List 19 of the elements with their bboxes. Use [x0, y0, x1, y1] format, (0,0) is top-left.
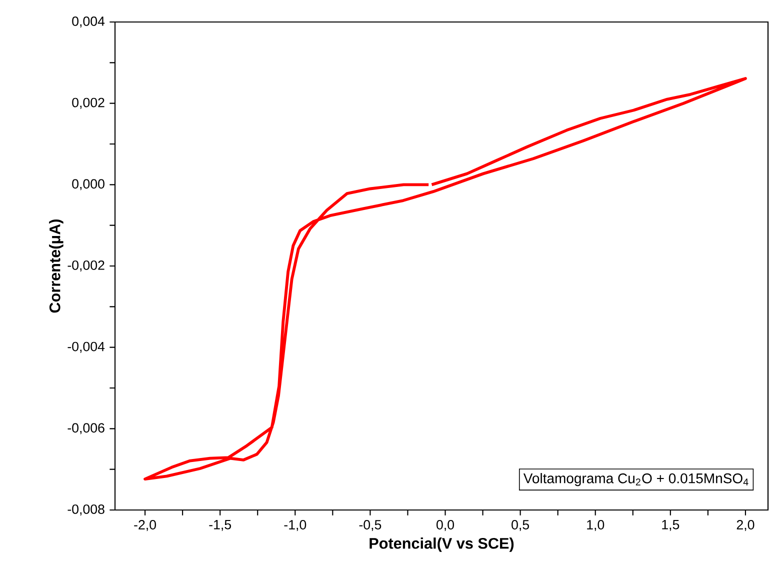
- x-tick-label: -1,5: [209, 520, 232, 531]
- y-axis-title: Corrente(μA): [49, 219, 64, 313]
- y-tick-label: 0,004: [72, 16, 105, 28]
- x-tick-label: 0,0: [436, 520, 454, 532]
- x-tick-label: -2,0: [134, 520, 156, 532]
- y-tick-label: -0,008: [68, 504, 104, 516]
- annotation: Voltamograma Cu$_{2}$O + 0.015MnSO$_{4}$: [523, 473, 748, 486]
- y-tick-label: 0,000: [72, 179, 104, 190]
- y-tick-label: -0,004: [68, 342, 105, 353]
- x-tick-label: -1,0: [284, 520, 306, 532]
- x-tick-label: 2,0: [736, 520, 754, 532]
- x-tick-label: 1,5: [662, 520, 680, 531]
- x-tick-label: 0,5: [512, 520, 530, 532]
- x-axis-title: Potencial(V vs SCE): [370, 538, 514, 552]
- x-tick-label: 1,0: [587, 520, 604, 532]
- y-tick-label: -0,002: [68, 260, 104, 272]
- y-tick-label: -0,006: [68, 423, 104, 434]
- y-tick-label: 0,002: [72, 98, 104, 109]
- x-tick-label: -0,5: [359, 520, 382, 532]
